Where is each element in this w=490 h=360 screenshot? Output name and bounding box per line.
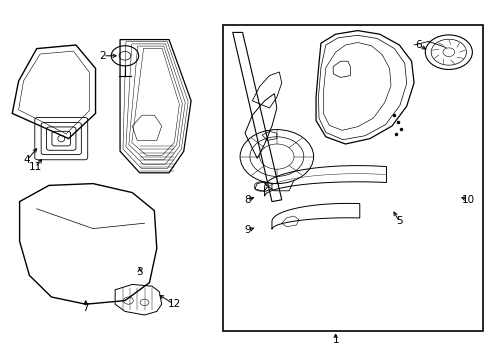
Bar: [223, 25, 483, 331]
Text: 1: 1: [332, 335, 339, 345]
Text: 8: 8: [244, 195, 251, 205]
Text: 4: 4: [24, 155, 30, 165]
Text: 2: 2: [99, 51, 106, 61]
Text: 6: 6: [416, 40, 422, 50]
Text: 11: 11: [28, 162, 42, 172]
Text: 9: 9: [244, 225, 251, 235]
Text: 7: 7: [82, 303, 89, 313]
Text: 3: 3: [136, 267, 143, 277]
Text: 10: 10: [462, 195, 474, 205]
Text: 12: 12: [167, 299, 181, 309]
Text: 5: 5: [396, 216, 403, 226]
